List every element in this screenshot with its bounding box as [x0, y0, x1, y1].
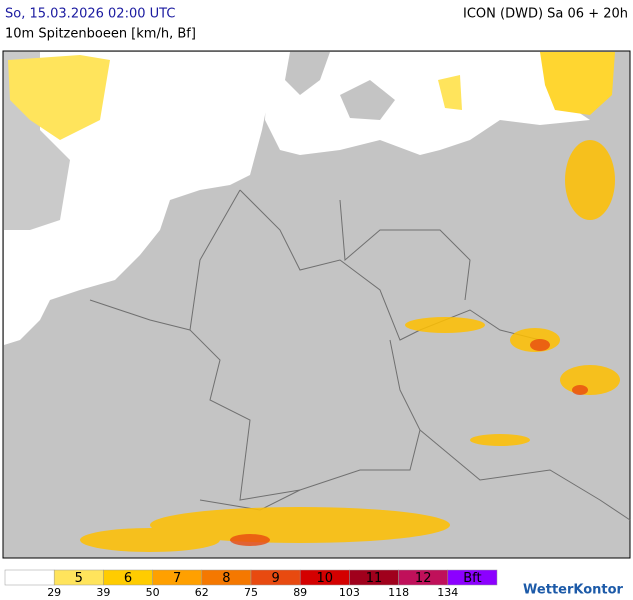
bft-label: 7 [173, 571, 181, 586]
parameter: 10m Spitzenboeen [km/h, Bf] [5, 27, 196, 42]
threshold-label: 39 [96, 586, 110, 599]
model-run: ICON (DWD) Sa 06 + 20h [463, 7, 628, 22]
bft-label: 6 [124, 571, 132, 586]
bft-label: 11 [366, 571, 383, 586]
bft-label: 10 [317, 571, 334, 586]
datetime: So, 15.03.2026 02:00 UTC [5, 7, 175, 22]
map [2, 50, 631, 559]
bft-label: 5 [75, 571, 83, 586]
bft-label: Bft [463, 571, 481, 586]
threshold-label: 89 [293, 586, 307, 599]
threshold-label: 118 [388, 586, 409, 599]
logo: WetterKontor [523, 583, 624, 598]
threshold-label: 50 [146, 586, 160, 599]
legend-swatch [4, 569, 55, 586]
threshold-label: 103 [339, 586, 360, 599]
threshold-label: 29 [47, 586, 61, 599]
threshold-label: 134 [437, 586, 458, 599]
threshold-label: 62 [195, 586, 209, 599]
legend-swatch [447, 569, 498, 586]
bft-label: 9 [271, 571, 279, 586]
bft-label: 12 [415, 571, 432, 586]
threshold-label: 75 [244, 586, 258, 599]
bft-label: 8 [222, 571, 230, 586]
